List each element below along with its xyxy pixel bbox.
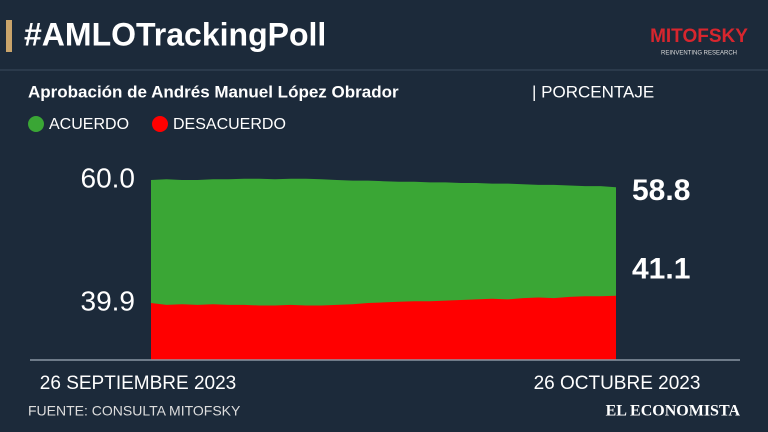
- area: [151, 295, 616, 360]
- legend-swatch: [152, 116, 168, 132]
- x-tick-label: 26 OCTUBRE 2023: [534, 373, 701, 394]
- unit: | PORCENTAJE: [532, 82, 654, 101]
- end-value-label: 58.8: [632, 174, 690, 207]
- x-tick-label: 26 SEPTIEMBRE 2023: [40, 373, 236, 394]
- legend-label: ACUERDO: [49, 116, 129, 133]
- y-tick-label: 39.9: [81, 285, 136, 316]
- logo-tagline: REINVENTING RESEARCH: [661, 51, 737, 57]
- logo: MITOFSKY: [650, 26, 748, 47]
- y-tick-label: 60.0: [81, 162, 136, 193]
- legend-swatch: [28, 116, 44, 132]
- source: FUENTE: CONSULTA MITOFSKY: [28, 403, 241, 419]
- chart-title: #AMLOTrackingPoll: [24, 16, 326, 52]
- title-accent: [6, 20, 12, 52]
- legend-label: DESACUERDO: [173, 116, 286, 133]
- end-value-label: 41.1: [632, 253, 690, 286]
- subtitle: Aprobación de Andrés Manuel López Obrado…: [28, 82, 399, 101]
- publisher: EL ECONOMISTA: [606, 403, 741, 420]
